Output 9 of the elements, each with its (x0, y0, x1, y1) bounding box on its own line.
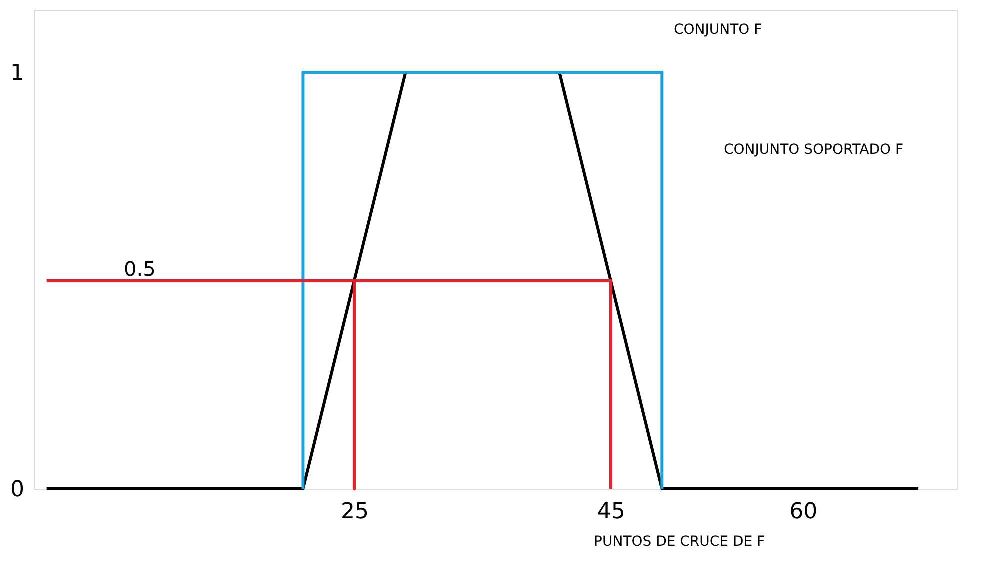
annotation: CONJUNTO F (674, 22, 762, 38)
x-tick-label: 25 (340, 500, 369, 524)
x-tick-label: 45 (597, 500, 626, 524)
y-tick-label: 0 (10, 478, 24, 502)
annotation: 0.5 (124, 257, 156, 281)
annotation: CONJUNTO SOPORTADO F (724, 142, 904, 158)
text: PUNTOS DE CRUCE DE F (594, 534, 766, 550)
x-tick-label: 60 (790, 500, 818, 524)
y-tick-label: 1 (10, 60, 24, 86)
